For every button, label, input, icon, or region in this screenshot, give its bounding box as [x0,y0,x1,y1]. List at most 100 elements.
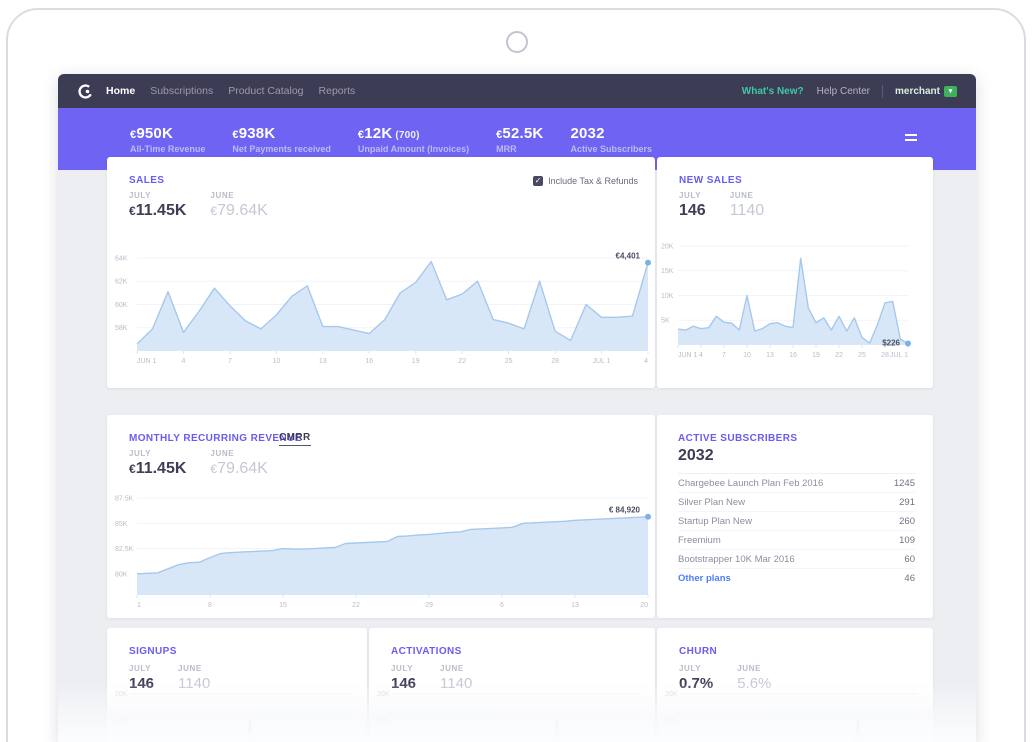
stat-label: Active Subscribers [570,143,652,154]
month-label: JULY [391,664,414,673]
sales-chart: 64K 62K 60K 58K JUN 1 4 7 10 13 16 19 22 25 28 JUL 1 4 €… [115,243,651,372]
merchant-menu[interactable]: merchant ▾ [894,85,957,97]
svg-text:13: 13 [766,352,774,359]
stat-label: All-Time Revenue [130,143,206,154]
svg-text:19: 19 [812,352,820,359]
chargebee-logo-icon [77,83,94,100]
month-label: JULY [679,664,702,673]
stat-all-time-revenue: €950K All-Time Revenue [130,125,205,154]
svg-text:7: 7 [228,358,232,365]
currency-symbol: € [210,462,218,476]
plan-row: Silver Plan New 291 [678,493,915,512]
nav-subscriptions[interactable]: Subscriptions [150,85,214,97]
nav-product-catalog[interactable]: Product Catalog [228,85,304,97]
month-label: JULY [679,191,702,200]
month-label: JULY [129,664,152,673]
collapse-statsbar-icon[interactable] [905,134,917,144]
plan-name: Bootstrapper 10K Mar 2016 [678,553,795,565]
current-value: 11.45K [135,202,187,219]
svg-text:6: 6 [500,602,504,609]
stat-label: MRR [496,143,517,154]
svg-text:16: 16 [789,352,797,359]
svg-text:20K: 20K [115,691,128,698]
top-navbar: Home Subscriptions Product Catalog Repor… [58,74,976,108]
svg-text:20K: 20K [377,691,390,698]
navbar-right: What's New? Help Center merchant ▾ [741,84,957,98]
svg-text:7: 7 [722,352,726,359]
svg-text:JUL 1: JUL 1 [890,352,908,359]
svg-text:22: 22 [835,352,843,359]
plan-row: Bootstrapper 10K Mar 2016 60 [678,550,915,569]
previous-value: 79.64K [217,202,268,219]
month-label: JUNE [210,449,235,458]
plan-count: 291 [899,496,915,508]
svg-text:4: 4 [699,352,703,359]
currency-symbol: € [129,462,136,476]
active-subscribers-card: ACTIVE SUBSCRIBERS 2032 Chargebee Launch… [657,415,933,618]
currency-symbol: € [496,128,503,141]
card-title: NEW SALES [679,175,743,186]
signups-card: SIGNUPS JULY 146 JUNE 1140 20K 15K [107,628,367,742]
stat-value: 950K [136,124,173,142]
month-values: JULY 146 JUNE 1140 [679,191,764,220]
plan-row: Startup Plan New 260 [678,512,915,531]
svg-text:22: 22 [458,358,466,365]
currency-symbol: € [130,128,137,141]
other-plans-link[interactable]: Other plans [678,573,731,584]
stat-paren: (700) [392,129,420,141]
svg-text:10: 10 [743,352,751,359]
month-label: JUNE [210,191,235,200]
svg-text:13: 13 [319,358,327,365]
svg-text:20K: 20K [665,691,678,698]
month-values: JULY €11.45K JUNE €79.64K [129,449,268,478]
help-center-link[interactable]: Help Center [816,85,870,97]
svg-text:10: 10 [273,358,281,365]
mrr-chart: 87.5K 85K 82.5K 80K 1 8 15 22 29 6 13 20 € 84,920 [115,487,651,616]
svg-text:1: 1 [137,602,141,609]
month-label: JUNE [440,664,464,673]
previous-value: 79.64K [217,460,268,477]
checkbox-label: Include Tax & Refunds [548,176,638,186]
nav-home[interactable]: Home [106,85,136,97]
svg-text:8: 8 [208,602,212,609]
nav-reports[interactable]: Reports [318,85,356,97]
svg-text:€4,401: €4,401 [616,252,641,261]
plan-name: Silver Plan New [678,496,746,508]
checkbox-check-icon: ✓ [533,176,544,186]
plan-row: Freemium 109 [678,531,915,550]
svg-text:25: 25 [505,358,513,365]
svg-text:28: 28 [551,358,559,365]
whats-new-link[interactable]: What's New? [741,85,804,97]
activations-card: ACTIVATIONS JULY 146 JUNE 1140 20K 15K [369,628,655,742]
svg-text:4: 4 [644,358,648,365]
svg-text:87.5K: 87.5K [115,496,134,503]
include-tax-checkbox[interactable]: ✓ Include Tax & Refunds [533,176,638,186]
card-title: MONTHLY RECURRING REVENUE [129,433,302,444]
currency-symbol: € [210,204,218,218]
plan-name: Chargebee Launch Plan Feb 2016 [678,477,824,489]
svg-text:JUN 1: JUN 1 [137,358,157,365]
svg-text:62K: 62K [115,279,128,286]
new-sales-card: NEW SALES JULY 146 JUNE 1140 20K 15K 10K 5K… [657,157,933,388]
plan-count: 260 [899,515,915,527]
svg-text:80K: 80K [115,571,128,578]
card-title: ACTIVE SUBSCRIBERS [678,433,798,444]
currency-symbol: € [232,128,239,141]
month-label: JUNE [737,664,761,673]
svg-text:64K: 64K [115,256,128,263]
svg-text:15K: 15K [377,717,390,724]
month-label: JULY [129,449,152,458]
stats-bar: €950K All-Time Revenue €938K Net Payment… [58,108,976,170]
plan-row: Other plans 46 [678,569,915,588]
stat-value: 52.5K [502,124,544,142]
plan-count: 1245 [893,477,915,489]
currency-symbol: € [357,128,365,141]
card-title: SIGNUPS [129,646,177,657]
svg-text:4: 4 [182,358,186,365]
cmrr-tab[interactable]: CMRR [279,432,311,446]
svg-text:20K: 20K [661,244,674,251]
stat-label: Unpaid Amount (Invoices) [357,143,470,154]
card-title: ACTIVATIONS [391,646,462,657]
plan-name: Startup Plan New [678,515,752,527]
merchant-label: merchant [894,85,940,97]
